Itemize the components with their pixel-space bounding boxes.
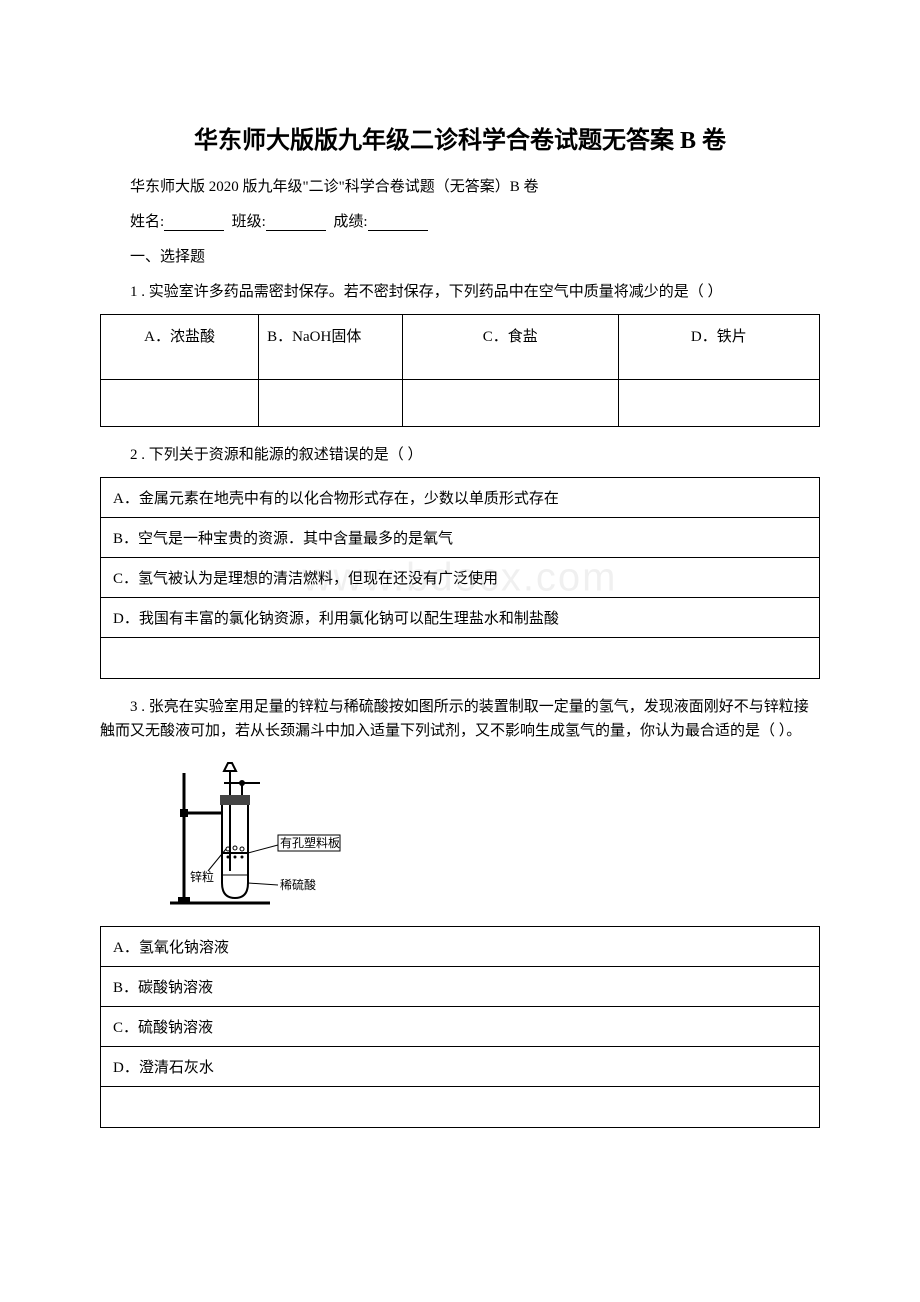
q2-stem: 2 . 下列关于资源和能源的叙述错误的是（ ） — [100, 443, 820, 467]
label-plate: 有孔塑料板 — [280, 835, 340, 850]
class-label: 班级: — [232, 214, 266, 230]
q2-option-a[interactable]: A．金属元素在地壳中有的以化合物形式存在，少数以单质形式存在 — [101, 478, 820, 518]
q3-diagram: 有孔塑料板 锌粒 稀硫酸 — [160, 753, 820, 918]
subtitle: 华东师大版 2020 版九年级"二诊"科学合卷试题（无答案）B 卷 — [100, 175, 820, 196]
score-label: 成绩: — [333, 214, 367, 230]
table-row: A．金属元素在地壳中有的以化合物形式存在，少数以单质形式存在 — [101, 478, 820, 518]
name-label: 姓名: — [130, 214, 164, 230]
q2-option-d[interactable]: D．我国有丰富的氯化钠资源，利用氯化钠可以配生理盐水和制盐酸 — [101, 598, 820, 638]
table-row: B．空气是一种宝贵的资源．其中含量最多的是氧气 — [101, 518, 820, 558]
q2-watermark-wrap: www.bdocx.com A．金属元素在地壳中有的以化合物形式存在，少数以单质… — [100, 477, 820, 679]
q1-stem: 1 . 实验室许多药品需密封保存。若不密封保存，下列药品中在空气中质量将减少的是… — [100, 280, 820, 304]
label-zinc: 锌粒 — [190, 869, 214, 884]
table-row: A．浓盐酸 B．NaOH固体 C．食盐 D．铁片 — [101, 315, 820, 380]
table-row: D．我国有丰富的氯化钠资源，利用氯化钠可以配生理盐水和制盐酸 — [101, 598, 820, 638]
q1-option-c[interactable]: C．食盐 — [402, 315, 618, 380]
empty-cell — [101, 380, 259, 427]
table-row: B．碳酸钠溶液 — [101, 967, 820, 1007]
table-row: A．氢氧化钠溶液 — [101, 927, 820, 967]
q1-options-table: A．浓盐酸 B．NaOH固体 C．食盐 D．铁片 — [100, 314, 820, 427]
q1-option-d[interactable]: D．铁片 — [618, 315, 819, 380]
q3-option-d[interactable]: D．澄清石灰水 — [101, 1047, 820, 1087]
student-info-line: 姓名: 班级: 成绩: — [100, 210, 820, 231]
empty-cell — [618, 380, 819, 427]
name-blank[interactable] — [164, 215, 224, 231]
empty-cell — [101, 638, 820, 679]
class-blank[interactable] — [266, 215, 326, 231]
q3-stem: 3 . 张亮在实验室用足量的锌粒与稀硫酸按如图所示的装置制取一定量的氢气，发现液… — [100, 695, 820, 743]
q2-options-table: A．金属元素在地壳中有的以化合物形式存在，少数以单质形式存在 B．空气是一种宝贵… — [100, 477, 820, 679]
q2-option-c[interactable]: C．氢气被认为是理想的清洁燃料，但现在还没有广泛使用 — [101, 558, 820, 598]
empty-cell — [259, 380, 403, 427]
table-row: C．硫酸钠溶液 — [101, 1007, 820, 1047]
table-row — [101, 380, 820, 427]
q1-option-b[interactable]: B．NaOH固体 — [259, 315, 403, 380]
q3-option-a[interactable]: A．氢氧化钠溶液 — [101, 927, 820, 967]
empty-cell — [101, 1087, 820, 1128]
table-row: D．澄清石灰水 — [101, 1047, 820, 1087]
empty-cell — [402, 380, 618, 427]
score-blank[interactable] — [368, 215, 428, 231]
label-acid: 稀硫酸 — [280, 877, 316, 892]
q2-option-b[interactable]: B．空气是一种宝贵的资源．其中含量最多的是氧气 — [101, 518, 820, 558]
table-row: C．氢气被认为是理想的清洁燃料，但现在还没有广泛使用 — [101, 558, 820, 598]
q3-options-table: A．氢氧化钠溶液 B．碳酸钠溶液 C．硫酸钠溶液 D．澄清石灰水 — [100, 926, 820, 1128]
section-header-1: 一、选择题 — [100, 245, 820, 266]
q3-option-b[interactable]: B．碳酸钠溶液 — [101, 967, 820, 1007]
apparatus-svg: 有孔塑料板 锌粒 稀硫酸 — [160, 753, 350, 913]
page-title: 华东师大版版九年级二诊科学合卷试题无答案 B 卷 — [100, 120, 820, 155]
q1-option-a[interactable]: A．浓盐酸 — [101, 315, 259, 380]
table-row — [101, 638, 820, 679]
table-row — [101, 1087, 820, 1128]
q3-option-c[interactable]: C．硫酸钠溶液 — [101, 1007, 820, 1047]
document-page: 华东师大版版九年级二诊科学合卷试题无答案 B 卷 华东师大版 2020 版九年级… — [0, 0, 920, 1204]
